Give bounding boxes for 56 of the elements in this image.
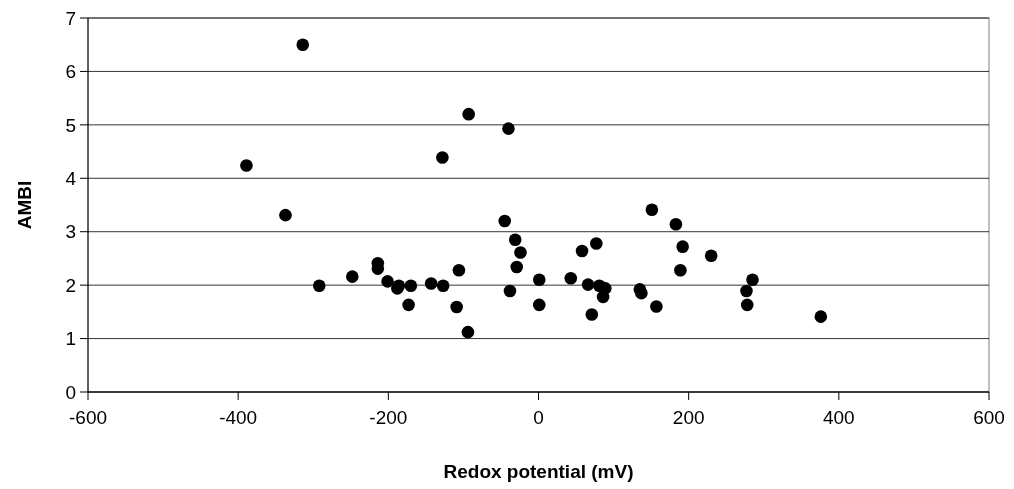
point [676, 240, 689, 253]
x-tick-label: -400 [219, 407, 258, 428]
point [404, 279, 418, 292]
y-tick-label: 2 [65, 274, 76, 296]
point [498, 214, 512, 228]
point [345, 270, 359, 283]
point [436, 279, 450, 292]
point [746, 273, 759, 287]
y-tick-label: 6 [65, 61, 76, 83]
y-tick-label: 3 [65, 221, 76, 243]
point [645, 203, 659, 217]
y-tick-label: 7 [65, 7, 76, 29]
point [424, 277, 438, 290]
y-tick-label: 1 [65, 328, 76, 350]
point [436, 151, 449, 164]
point [532, 273, 546, 287]
x-tick-label: 0 [533, 407, 544, 428]
point [581, 278, 595, 291]
point [564, 271, 578, 285]
point [650, 300, 663, 313]
point [296, 38, 310, 52]
point [462, 107, 475, 121]
x-tick-label: -200 [369, 407, 408, 428]
x-tick-label: 400 [822, 407, 855, 428]
point [669, 217, 683, 231]
point [704, 249, 718, 263]
point [402, 298, 415, 312]
point [461, 325, 475, 339]
y-tick-label: 5 [65, 114, 76, 136]
point [674, 263, 687, 277]
point [740, 298, 754, 312]
y-tick-label: 4 [65, 167, 77, 189]
point [452, 263, 466, 277]
point [381, 275, 394, 288]
point [532, 298, 546, 312]
point [740, 284, 753, 298]
point [508, 233, 522, 247]
point [279, 208, 292, 222]
x-axis-title: Redox potential (mV) [443, 461, 634, 482]
point [596, 290, 610, 304]
point [503, 284, 517, 298]
x-tick-label: 600 [973, 407, 1005, 428]
point [312, 279, 326, 292]
point [590, 237, 603, 250]
point [510, 260, 524, 274]
point [450, 300, 463, 314]
point [502, 122, 515, 135]
x-tick-label: -600 [68, 407, 108, 428]
y-axis-title: AMBI [14, 180, 35, 230]
point [585, 308, 599, 321]
x-tick-label: 200 [672, 407, 705, 428]
point [575, 244, 589, 258]
point [514, 246, 527, 259]
point [814, 310, 828, 323]
y-tick-label: 0 [65, 381, 76, 403]
point [240, 159, 253, 172]
